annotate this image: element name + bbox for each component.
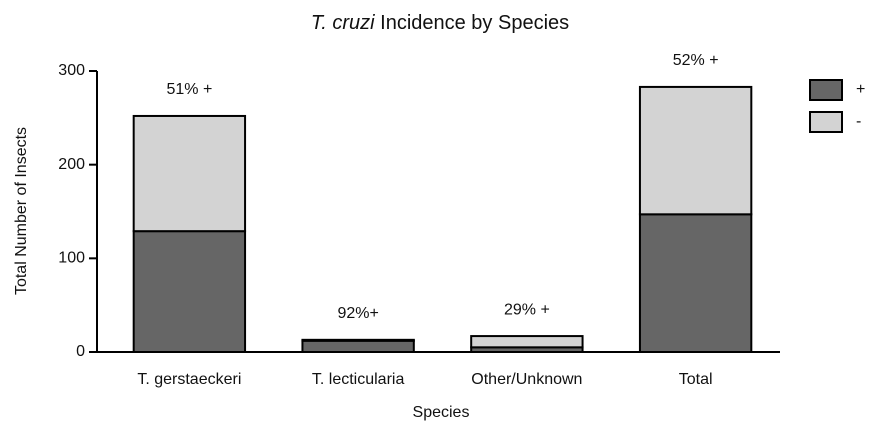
bar-segment <box>638 85 753 216</box>
y-tick-label: 200 <box>58 156 85 173</box>
bar-segment <box>132 230 247 353</box>
x-axis-label: Species <box>413 404 470 421</box>
chart-title: T. cruzi Incidence by Species <box>311 12 569 34</box>
bar-annotation: 52% + <box>673 52 719 69</box>
title-italic: T. cruzi <box>311 12 375 34</box>
bar-annotation: 29% + <box>504 301 550 318</box>
x-tick-label: T. lecticularia <box>312 371 405 388</box>
legend-label: - <box>856 113 861 130</box>
bar-segment <box>470 335 584 349</box>
legend-swatch <box>809 79 843 101</box>
y-tick-label: 300 <box>58 62 85 79</box>
bar-segment <box>301 338 415 342</box>
bar-segment <box>638 213 753 353</box>
legend-label: + <box>856 81 865 98</box>
x-tick-label: T. gerstaeckeri <box>137 371 241 388</box>
y-tick-label: 0 <box>76 343 85 360</box>
x-tick-label: Other/Unknown <box>471 371 582 388</box>
legend-swatch <box>809 111 843 133</box>
x-tick-label: Total <box>679 371 713 388</box>
bar-annotation: 92%+ <box>337 305 378 322</box>
title-rest: Incidence by Species <box>375 12 570 34</box>
y-tick-label: 100 <box>58 250 85 267</box>
bar-segment <box>132 114 247 233</box>
bar-annotation: 51% + <box>166 81 212 98</box>
y-axis-label: Total Number of Insects <box>13 127 30 295</box>
bar-segment <box>301 339 415 354</box>
